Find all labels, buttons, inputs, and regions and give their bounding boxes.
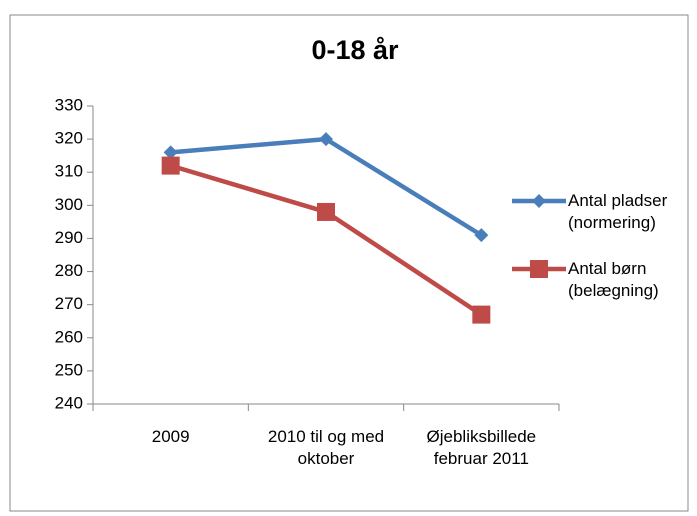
- chart-title: 0-18 år: [311, 35, 399, 65]
- y-tick-label: 330: [55, 95, 83, 114]
- y-tick-label: 250: [55, 360, 83, 379]
- x-tick-label: 2009: [151, 427, 190, 446]
- marker: [472, 305, 491, 324]
- chart-frame: [9, 14, 689, 512]
- y-tick-label: 320: [55, 129, 83, 148]
- marker: [319, 132, 333, 147]
- y-tick-label: 240: [55, 393, 83, 412]
- y-tick-label: 260: [55, 327, 83, 346]
- marker: [161, 156, 180, 175]
- marker: [317, 202, 335, 221]
- marker: [532, 194, 546, 208]
- marker: [163, 145, 178, 160]
- y-tick-label: 300: [55, 195, 83, 214]
- marker: [474, 228, 489, 243]
- y-tick-label: 280: [55, 261, 83, 280]
- legend-label: Antal børn (belægning): [568, 259, 659, 300]
- y-tick-label: 310: [55, 162, 83, 181]
- y-tick-label: 290: [55, 228, 83, 247]
- x-tick-label: Øjebliksbillede februar 2011: [426, 427, 537, 468]
- x-tick-label: 2010 til og med oktober: [267, 427, 385, 468]
- legend-label: Antal pladser (normering): [568, 191, 668, 232]
- y-tick-label: 270: [55, 294, 83, 313]
- marker: [530, 260, 548, 278]
